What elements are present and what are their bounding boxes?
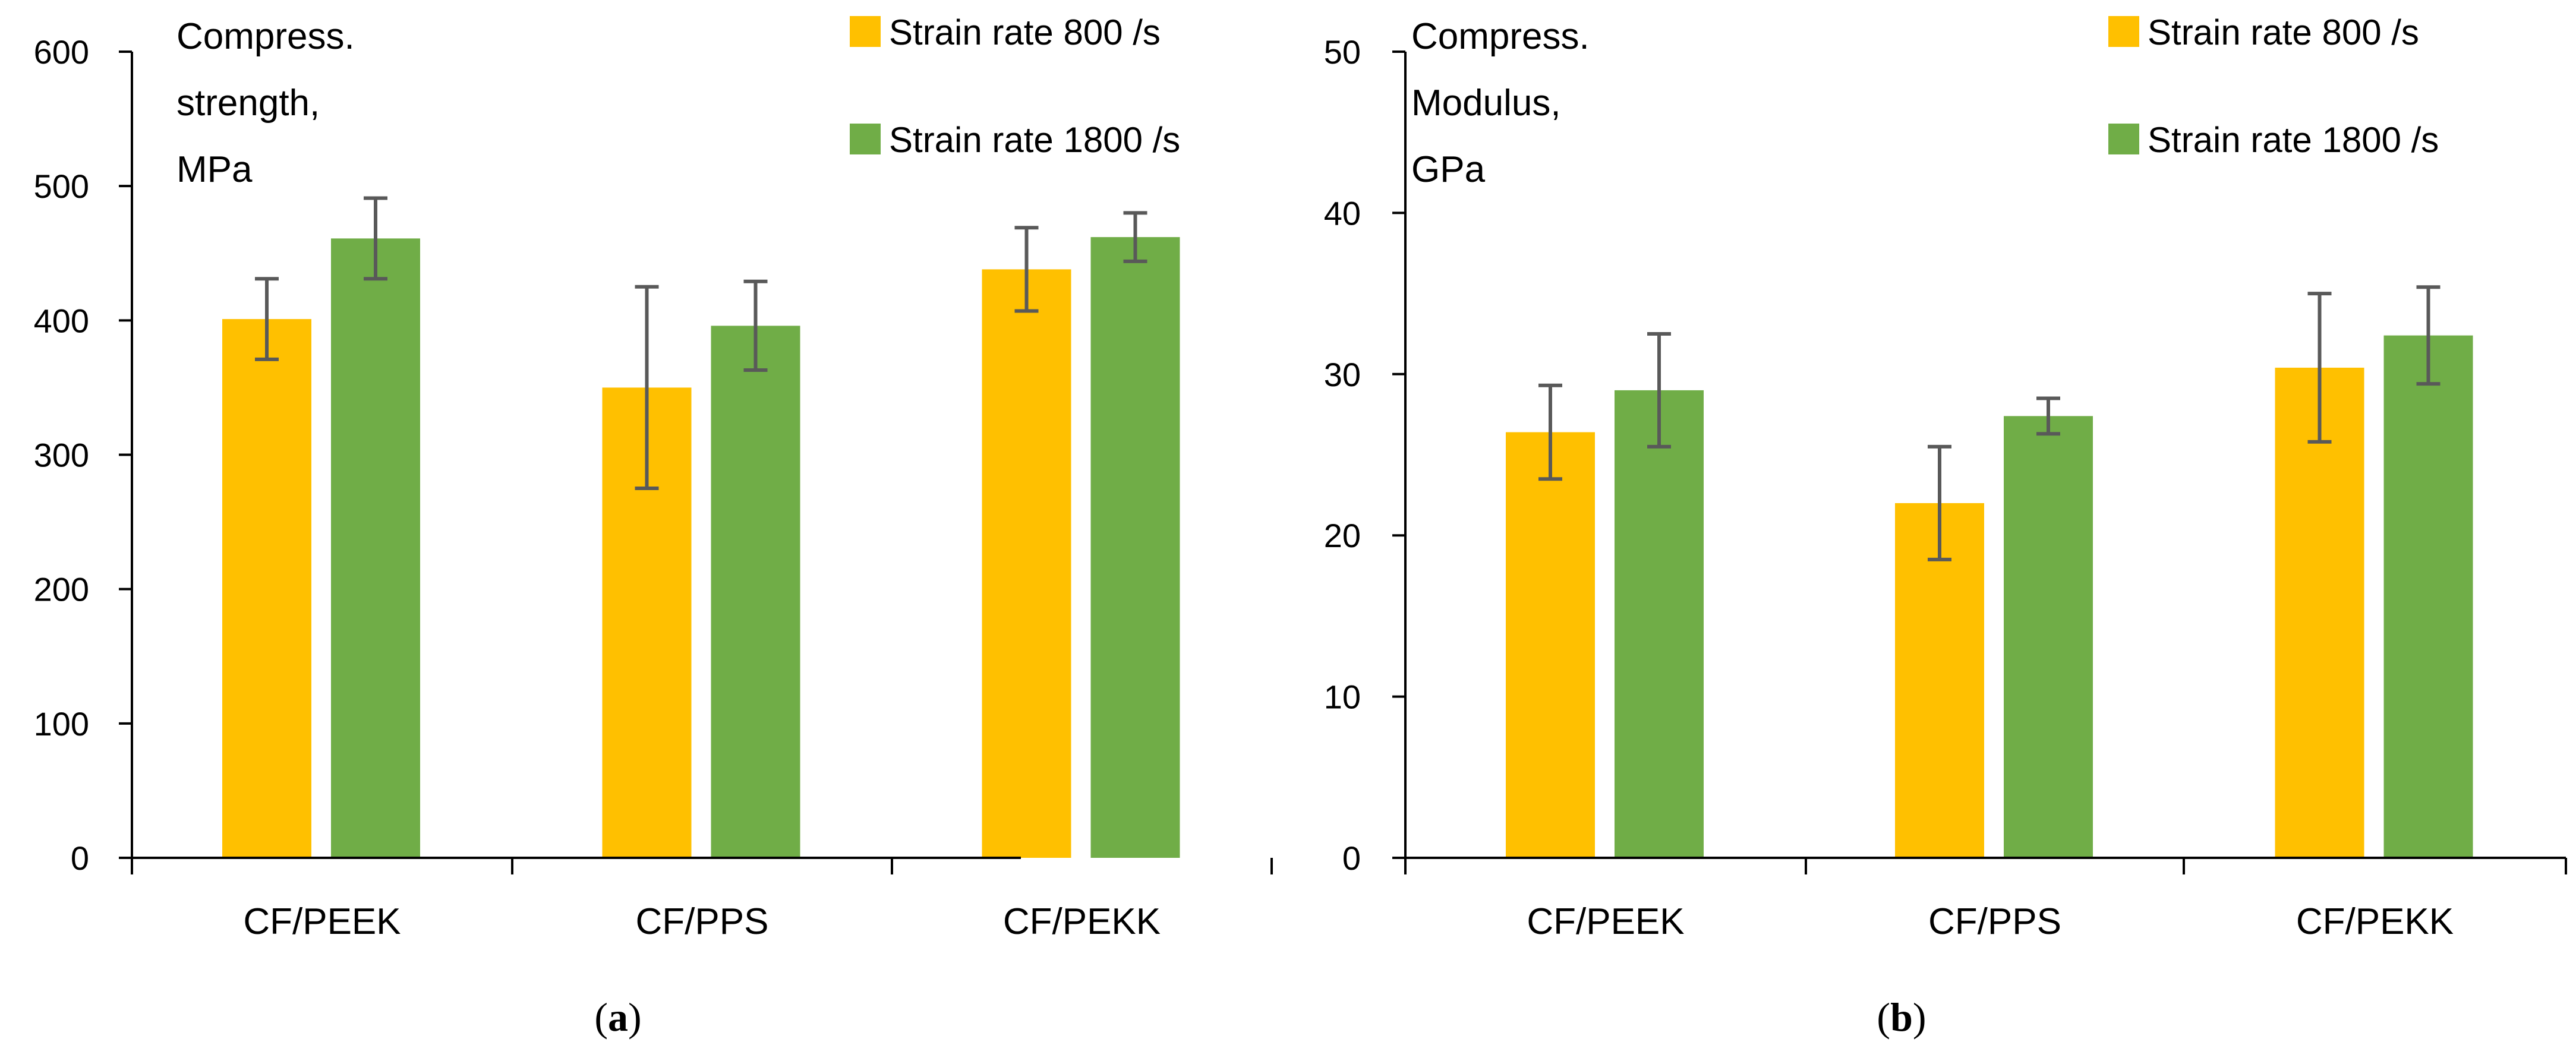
axis-annotation-line: MPa — [176, 149, 253, 190]
subfigure-label: (a) — [594, 994, 641, 1040]
bar-cf-pps-series-1 — [2004, 416, 2093, 858]
chart-panel-b: 0 10 20 30 40 50 CF/PEEK CF/PPS CF/PEKK Compress.… — [1324, 12, 2567, 1040]
axis-annotation-line: Compress. — [1411, 16, 1590, 57]
legend-swatch — [850, 124, 881, 154]
legend-label: Strain rate 800 /s — [2148, 12, 2419, 52]
x-tick-label: CF/PPS — [1928, 901, 2061, 942]
legend-label: Strain rate 800 /s — [889, 12, 1161, 52]
x-tick-label: CF/PEEK — [243, 901, 401, 942]
bar-cf-pekk-series-1 — [1090, 237, 1180, 858]
x-tick-label: CF/PEKK — [1003, 901, 1161, 942]
y-tick-label: 300 — [34, 437, 89, 474]
bar-cf-pekk-series-0 — [2275, 367, 2364, 858]
y-tick-label: 200 — [34, 571, 89, 608]
x-tick-label: CF/PEEK — [1527, 901, 1684, 942]
chart-panel-a: 0 100 200 300 400 500 600 CF/PEEK CF/PPS CF/PEKK C… — [34, 12, 1273, 1040]
y-tick-label: 500 — [34, 168, 89, 205]
bar-cf-pps-series-1 — [711, 326, 800, 858]
y-tick-label: 40 — [1324, 194, 1361, 232]
bar-cf-peek-series-0 — [222, 319, 311, 858]
axis-annotation-line: Compress. — [176, 16, 355, 57]
y-tick-label: 600 — [34, 33, 89, 71]
y-tick-label: 0 — [1342, 839, 1361, 877]
y-tick-label: 30 — [1324, 356, 1361, 393]
y-tick-label: 400 — [34, 302, 89, 339]
bar-cf-peek-series-1 — [1615, 390, 1704, 858]
axis-annotation-line: GPa — [1411, 149, 1486, 190]
x-tick-label: CF/PEKK — [2296, 901, 2454, 942]
axis-annotation-line: strength, — [176, 83, 320, 124]
y-tick-label: 10 — [1324, 678, 1361, 716]
bar-cf-pps-series-0 — [1895, 503, 1984, 858]
bar-cf-pekk-series-0 — [982, 269, 1071, 858]
bar-cf-peek-series-0 — [1506, 432, 1595, 858]
y-tick-label: 50 — [1324, 33, 1361, 71]
x-tick-label: CF/PPS — [636, 901, 769, 942]
legend-swatch — [850, 16, 881, 47]
legend-label: Strain rate 1800 /s — [2148, 120, 2439, 160]
bar-cf-peek-series-1 — [331, 238, 420, 858]
legend-label: Strain rate 1800 /s — [889, 120, 1180, 160]
subfigure-label: (b) — [1877, 994, 1926, 1040]
legend-swatch — [2108, 16, 2139, 47]
axis-annotation-line: Modulus, — [1411, 83, 1561, 124]
y-tick-label: 0 — [71, 839, 89, 877]
y-tick-label: 20 — [1324, 517, 1361, 554]
y-tick-label: 100 — [34, 705, 89, 743]
legend-swatch — [2108, 124, 2139, 154]
bar-cf-pekk-series-1 — [2383, 335, 2473, 858]
